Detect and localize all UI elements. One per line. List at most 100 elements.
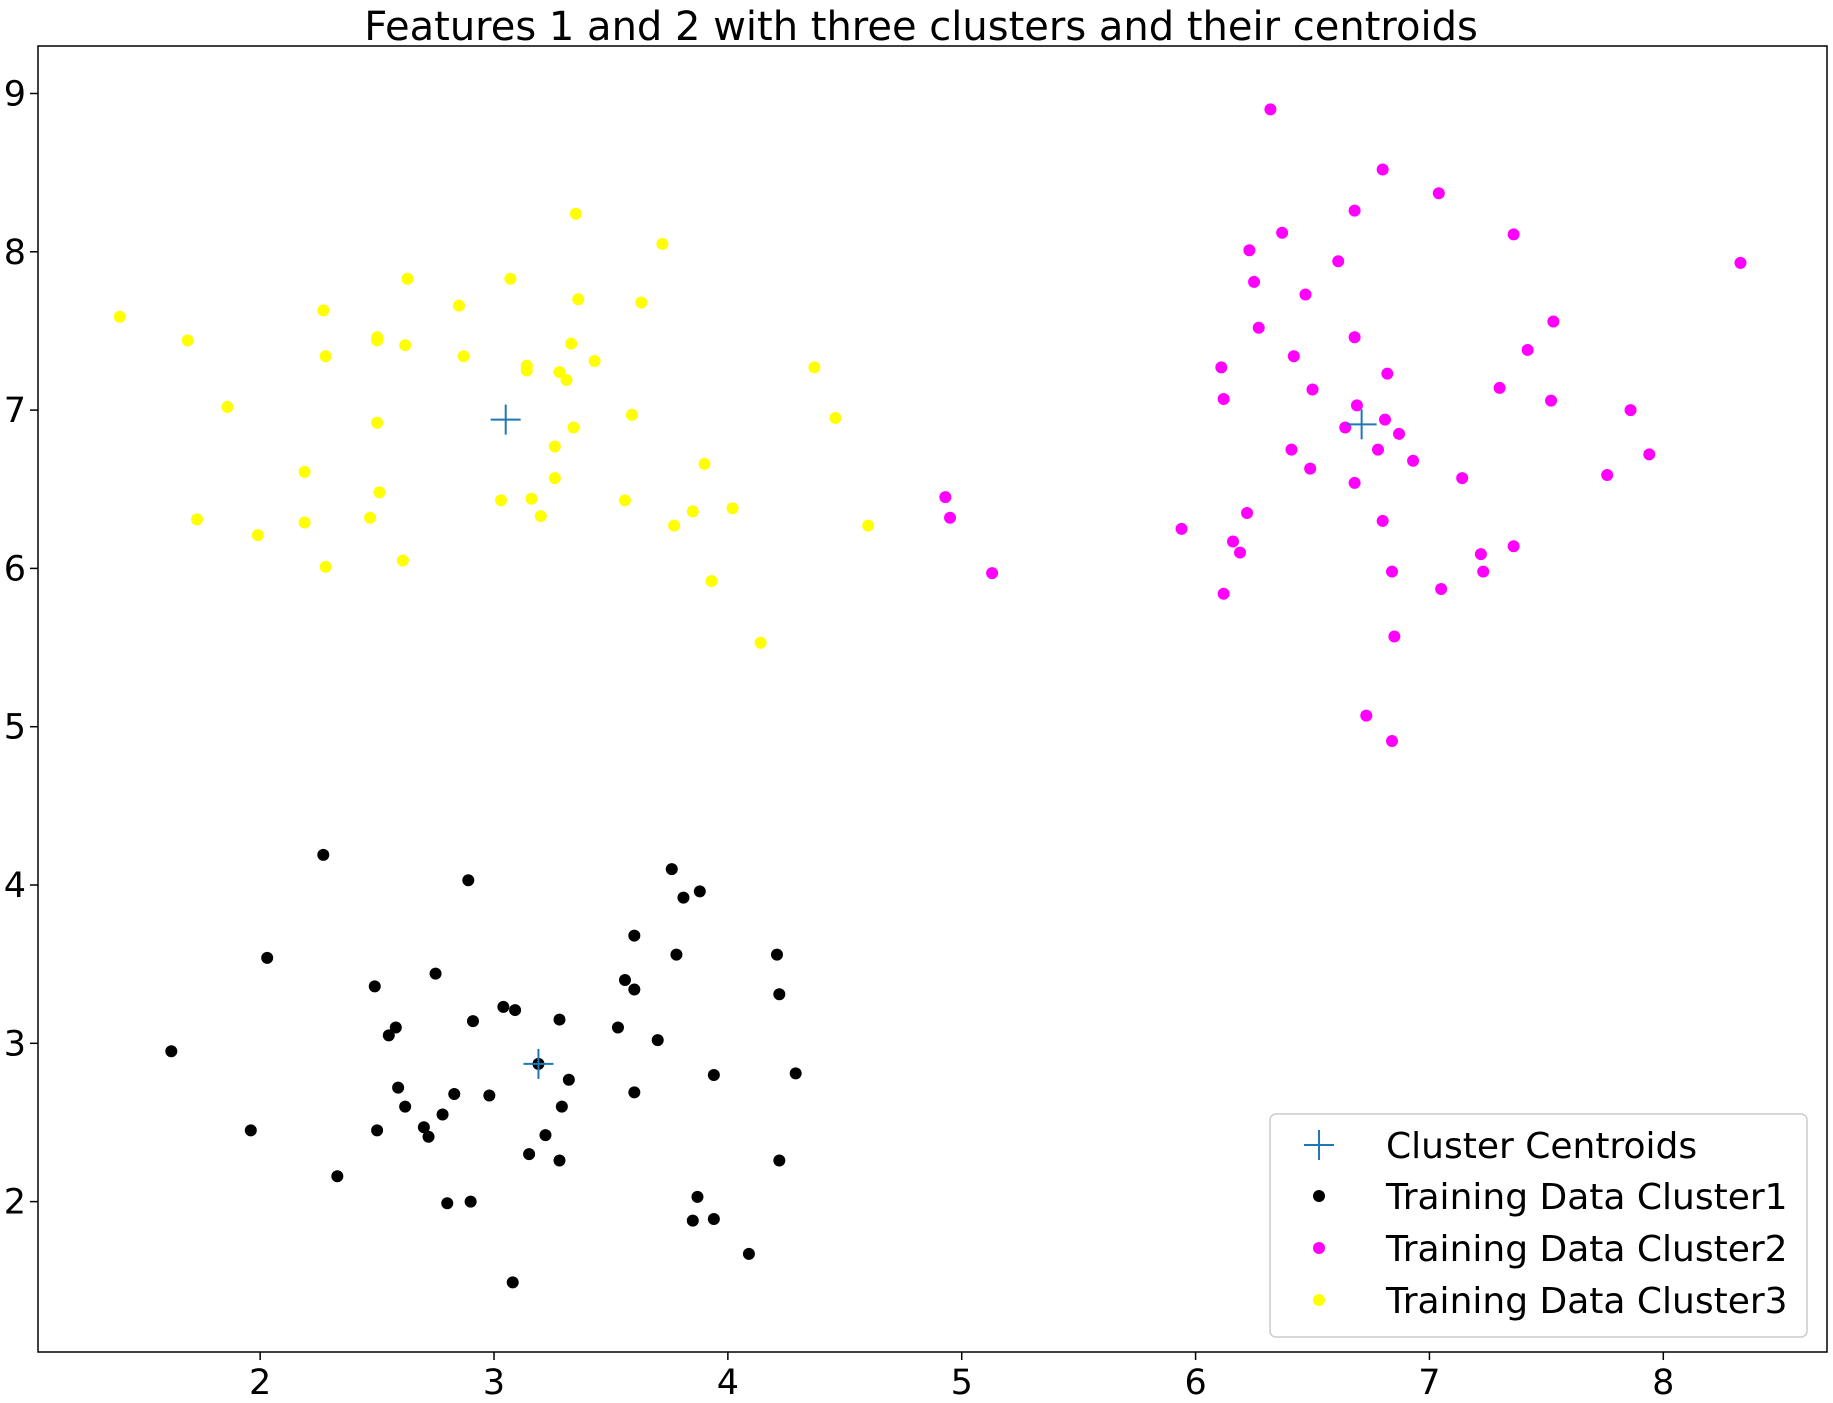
data-point [1348,204,1361,217]
data-point [317,304,330,317]
data-point [506,1276,519,1289]
data-point [1339,421,1352,434]
data-point [1264,103,1277,116]
data-point [1285,443,1298,456]
data-point [773,1154,786,1167]
data-point [399,1100,412,1113]
data-point [707,1068,720,1081]
data-point [1474,548,1487,561]
data-point [113,310,126,323]
legend-marker [1313,1190,1325,1202]
data-point [625,408,638,421]
data-point [191,513,204,526]
legend-box [1269,1113,1808,1338]
centroid-marker [523,1048,554,1079]
data-point [670,948,683,961]
data-point [1304,462,1317,475]
y-tick-label: 7 [4,391,26,431]
data-point [1360,709,1373,722]
legend-item: Cluster Centroids [1304,1126,1697,1167]
legend: Cluster Centroids Training Data Cluster1 T… [1269,1113,1808,1338]
data-point [462,874,475,887]
data-point [1371,443,1384,456]
data-point [364,511,377,524]
data-point [1388,630,1401,643]
data-point [495,494,508,507]
data-point [742,1247,755,1260]
data-point [635,296,648,309]
training-data-cluster3-series [113,207,875,649]
data-point [165,1045,178,1058]
y-tick-label: 3 [4,1024,26,1064]
legend-label: Training Data Cluster3 [1385,1281,1788,1322]
data-point [944,511,957,524]
data-point [1350,399,1363,412]
data-point [1217,587,1230,600]
legend-centroid-marker [1304,1130,1334,1160]
data-point [1217,393,1230,406]
data-point [1227,535,1240,548]
data-point [693,885,706,898]
data-point [1407,454,1420,467]
x-tick-label: 3 [483,1363,505,1399]
data-point [1393,427,1406,440]
data-point [464,1195,477,1208]
legend-marker [1313,1294,1325,1306]
data-point [1386,565,1399,578]
y-tick-label: 4 [4,866,26,906]
data-point [555,1100,568,1113]
data-point [457,350,470,363]
data-point [1332,255,1345,268]
axes: 2 3 4 5 6 7 8 2 3 4 5 6 7 8 9 [4,45,1828,1403]
legend-marker [1313,1242,1325,1254]
data-point [686,505,699,518]
data-point [572,293,585,306]
data-point [1299,288,1312,301]
data-point [808,361,821,374]
data-point [373,486,386,499]
data-point [829,412,842,425]
data-point [401,272,414,285]
data-point [396,554,409,567]
training-data-cluster2-series [939,103,1747,747]
data-point [1507,540,1520,553]
data-point [754,636,767,649]
x-tick-label: 6 [1184,1363,1206,1399]
data-point [1456,472,1469,485]
legend-item: Training Data Cluster3 [1313,1281,1788,1322]
x-tick-label: 4 [717,1363,739,1399]
data-point [668,519,681,532]
data-point [1287,350,1300,363]
data-point [441,1197,454,1210]
data-point [1734,256,1747,269]
data-point [181,334,194,347]
data-point [317,848,330,861]
data-point [399,339,412,352]
data-point [553,1013,566,1026]
legend-label: Training Data Cluster1 [1385,1177,1788,1218]
data-point [1643,448,1656,461]
data-point [523,1148,536,1161]
data-point [1248,275,1261,288]
legend-label: Training Data Cluster2 [1385,1229,1788,1270]
data-point [392,1081,405,1094]
data-point [1507,228,1520,241]
cluster-centroids-series [490,404,1377,1079]
y-tick-label: 2 [4,1183,26,1223]
data-point [371,334,384,347]
data-point [862,519,875,532]
data-point [466,1015,479,1028]
data-point [686,1214,699,1227]
data-point [1493,381,1506,394]
chart-title: Features 1 and 2 with three clusters and… [364,4,1478,50]
data-point [562,1073,575,1086]
data-point [1215,361,1228,374]
data-point [656,237,669,250]
data-point [770,948,783,961]
data-point [665,863,678,876]
data-point [628,983,641,996]
data-point [448,1087,461,1100]
training-data-cluster1-series [165,848,802,1289]
legend-item: Training Data Cluster2 [1313,1229,1788,1270]
